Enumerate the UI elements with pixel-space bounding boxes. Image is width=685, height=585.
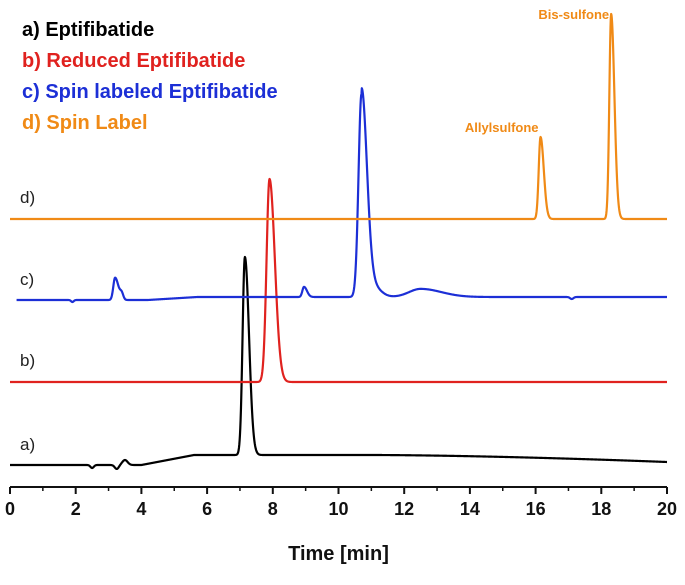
trace-b [9, 177, 668, 384]
trace-labels: a) b) c) d) [20, 188, 35, 454]
x-tick-label: 8 [268, 499, 278, 519]
trace-label-d: d) [20, 188, 35, 207]
legend-entry: d) Spin Label [22, 112, 148, 134]
x-axis: 0 2 4 6 8 10 12 14 16 18 20 [5, 486, 677, 519]
x-tick-label: 18 [591, 499, 611, 519]
x-tick-label: 20 [657, 499, 677, 519]
traces [9, 12, 668, 471]
legend-entry: c) Spin labeled Eptifibatide [22, 81, 278, 103]
legend-entry: a) Eptifibatide [22, 19, 154, 41]
x-tick-label: 0 [5, 499, 15, 519]
x-axis-title: Time [min] [288, 543, 389, 565]
trace-a [9, 255, 668, 471]
x-tick-label: 12 [394, 499, 414, 519]
trace-label-a: a) [20, 435, 35, 454]
x-tick-label: 14 [460, 499, 480, 519]
legend-entry: b) Reduced Eptifibatide [22, 50, 245, 72]
x-tick-label: 2 [71, 499, 81, 519]
trace-label-c: c) [20, 270, 34, 289]
peak-annotation: Bis-sulfone [538, 7, 609, 22]
trace-d [9, 12, 668, 221]
peak-annotations: Allylsulfone Bis-sulfone [465, 7, 609, 135]
x-tick-label: 10 [328, 499, 348, 519]
x-tick-label: 4 [136, 499, 146, 519]
x-tick-label: 6 [202, 499, 212, 519]
trace-c [15, 87, 668, 304]
peak-annotation: Allylsulfone [465, 120, 539, 135]
legend: a) Eptifibatide b) Reduced Eptifibatide c)… [22, 19, 278, 134]
x-tick-label: 16 [526, 499, 546, 519]
trace-label-b: b) [20, 351, 35, 370]
